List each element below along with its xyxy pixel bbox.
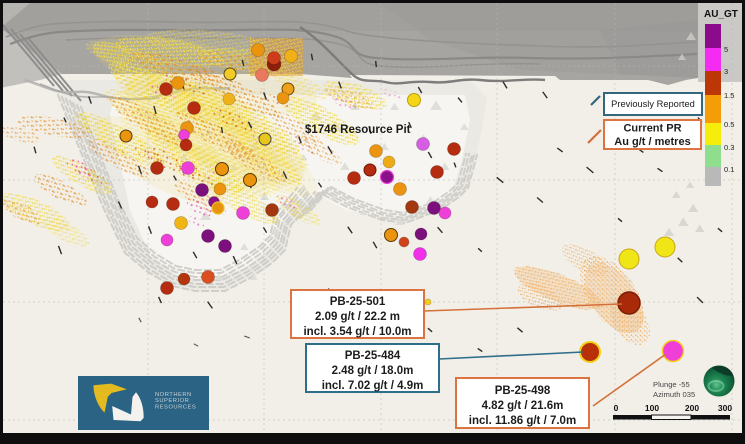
svg-text:RESOURCES: RESOURCES (155, 404, 196, 410)
svg-text:100: 100 (645, 403, 659, 413)
svg-text:PB-25-501: PB-25-501 (330, 296, 386, 308)
svg-text:incl. 11.86 g/t / 7.0m: incl. 11.86 g/t / 7.0m (469, 415, 576, 427)
svg-text:SUPERIOR: SUPERIOR (155, 398, 189, 404)
svg-text:2.09 g/t / 22.2 m: 2.09 g/t / 22.2 m (315, 311, 400, 323)
svg-text:Previously Reported: Previously Reported (611, 99, 695, 109)
svg-text:0.1: 0.1 (724, 165, 734, 174)
svg-text:Plunge -55: Plunge -55 (653, 380, 690, 389)
svg-text:incl. 3.54 g/t / 10.0m: incl. 3.54 g/t / 10.0m (303, 326, 411, 338)
svg-text:$1746 Resource Pit: $1746 Resource Pit (305, 124, 411, 136)
svg-text:Azimuth 035: Azimuth 035 (653, 390, 695, 399)
svg-text:200: 200 (685, 403, 699, 413)
svg-text:Current PR: Current PR (623, 123, 681, 135)
svg-text:4.82 g/t / 21.6m: 4.82 g/t / 21.6m (482, 400, 564, 412)
svg-text:incl. 7.02 g/t / 4.9m: incl. 7.02 g/t / 4.9m (322, 380, 424, 392)
svg-text:NORTHERN: NORTHERN (155, 392, 192, 398)
svg-text:5: 5 (724, 45, 728, 54)
svg-text:300: 300 (718, 403, 732, 413)
svg-text:0: 0 (614, 403, 619, 413)
svg-text:0.5: 0.5 (724, 120, 734, 129)
svg-text:0.3: 0.3 (724, 143, 734, 152)
svg-text:PB-25-498: PB-25-498 (495, 385, 551, 397)
svg-text:PB-25-484: PB-25-484 (345, 350, 401, 362)
svg-text:2.48 g/t / 18.0m: 2.48 g/t / 18.0m (332, 365, 414, 377)
svg-text:3: 3 (724, 67, 728, 76)
svg-text:1.5: 1.5 (724, 91, 734, 100)
svg-text:Au g/t / metres: Au g/t / metres (614, 136, 690, 148)
svg-text:AU_GT: AU_GT (704, 9, 738, 20)
